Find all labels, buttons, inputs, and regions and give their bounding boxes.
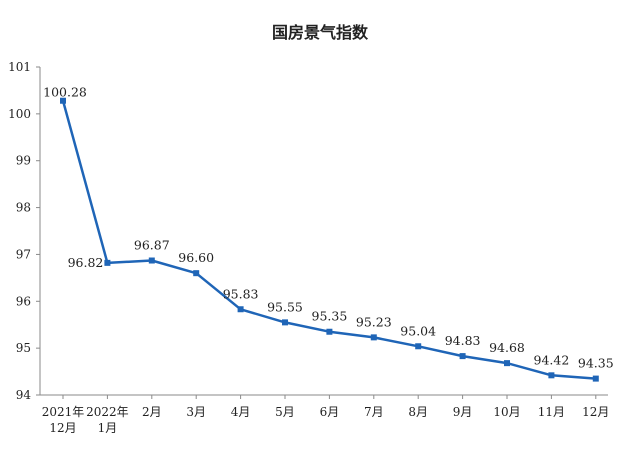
data-point [370, 334, 377, 341]
data-point [193, 270, 200, 277]
data-label: 94.42 [534, 352, 570, 367]
y-tick-label: 95 [16, 341, 31, 355]
data-point [326, 328, 333, 335]
y-axis-ticks: 94 95 96 97 98 99 100 101 [8, 60, 40, 402]
chart-title: 国房景气指数 [272, 23, 369, 42]
data-labels: 100.28 96.82 96.87 96.60 95.83 95.55 95.35 95.2… [43, 85, 614, 371]
x-tick-label: 2021年 [42, 405, 85, 419]
data-label: 100.28 [43, 85, 87, 100]
data-point [459, 353, 466, 360]
x-tick-label: 2022年 [86, 405, 129, 419]
data-label: 95.83 [223, 286, 259, 301]
data-point [282, 319, 288, 326]
x-tick-label: 11月 [538, 405, 565, 419]
x-tick-label: 1月 [98, 421, 118, 435]
x-tick-label: 12月 [582, 405, 609, 419]
data-label: 95.35 [312, 309, 348, 324]
data-point [237, 306, 244, 313]
y-tick-label: 101 [8, 60, 31, 74]
data-label: 96.82 [68, 255, 104, 270]
x-tick-label: 2月 [142, 405, 162, 419]
data-point [148, 257, 155, 264]
x-tick-label: 7月 [364, 405, 384, 419]
x-tick-label: 4月 [231, 405, 251, 419]
y-tick-label: 96 [16, 294, 31, 308]
data-point [104, 259, 111, 266]
x-axis-ticks: 2021年 12月 2022年 1月 2月 3月 4月 5月 6月 7月 8月 9月 10月 11月 12月 [42, 395, 609, 435]
data-label: 94.68 [489, 340, 525, 355]
data-label: 96.60 [178, 250, 214, 265]
data-point [60, 97, 66, 104]
x-tick-label: 9月 [453, 405, 473, 419]
data-label: 95.55 [267, 299, 303, 314]
x-tick-label: 8月 [408, 405, 428, 419]
y-tick-label: 100 [8, 107, 31, 121]
data-point [504, 360, 510, 367]
axes [39, 67, 608, 396]
data-label: 94.83 [445, 333, 481, 348]
x-tick-label: 5月 [275, 405, 295, 419]
x-tick-label: 10月 [493, 405, 520, 419]
y-tick-label: 97 [16, 247, 31, 261]
data-point [415, 343, 422, 350]
data-label: 96.87 [134, 238, 170, 253]
data-label: 94.35 [578, 356, 614, 371]
data-label: 95.23 [356, 314, 392, 329]
series-group [60, 97, 599, 382]
y-tick-label: 99 [16, 154, 31, 168]
x-tick-label: 3月 [186, 405, 206, 419]
y-tick-label: 98 [16, 201, 31, 215]
y-tick-label: 94 [16, 388, 32, 402]
data-point [548, 372, 555, 379]
x-tick-label: 12月 [49, 421, 76, 435]
data-point [592, 375, 599, 382]
data-label: 95.04 [400, 323, 436, 338]
x-tick-label: 6月 [320, 405, 340, 419]
